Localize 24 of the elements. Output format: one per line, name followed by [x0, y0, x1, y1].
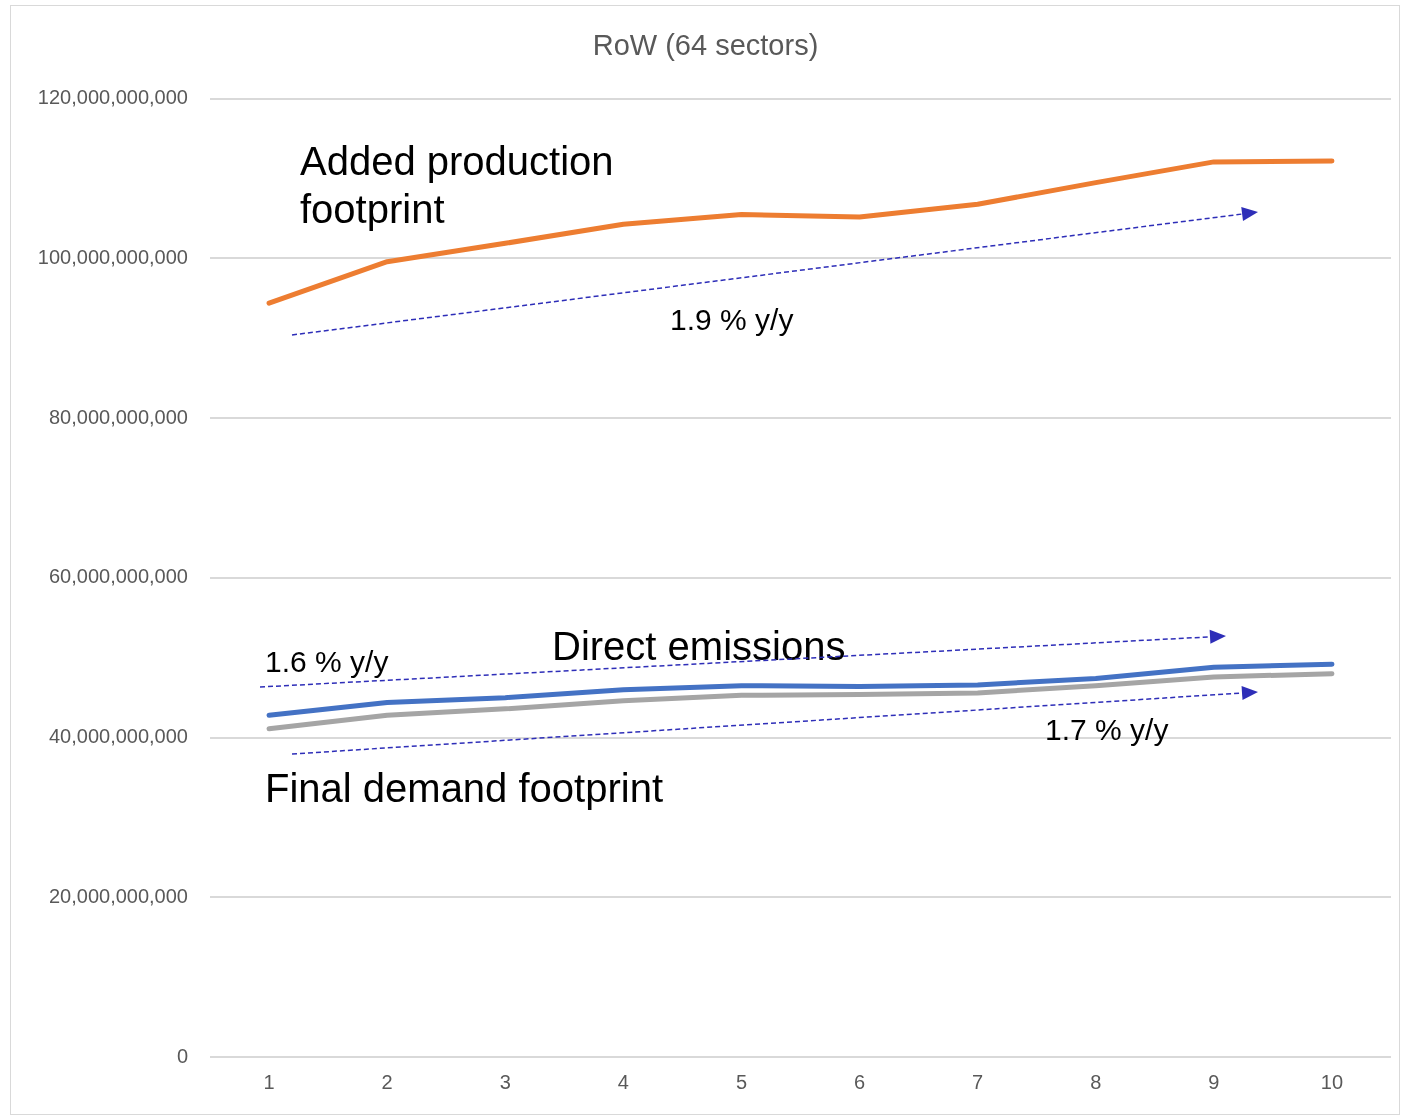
x-tick-label: 7	[972, 1070, 984, 1093]
x-tick-label: 5	[735, 1070, 748, 1093]
x-tick-label: 3	[499, 1070, 511, 1093]
x-tick-label: 1	[263, 1070, 275, 1093]
series-label: Final demand footprint	[265, 766, 664, 810]
x-tick-label: 2	[381, 1070, 393, 1093]
chart-title: RoW (64 sectors)	[592, 29, 819, 62]
x-tick-label: 10	[1320, 1070, 1344, 1093]
annotation: 1.6 % y/y	[265, 645, 389, 678]
x-tick-label: 4	[617, 1070, 629, 1093]
y-tick-label: 40,000,000,000	[48, 725, 188, 748]
x-tick-label: 6	[853, 1070, 866, 1093]
annotation: 1.9 % y/y	[670, 303, 794, 336]
x-tick-label: 8	[1090, 1070, 1102, 1093]
series-label: Added production footprint	[300, 139, 614, 231]
y-tick-label: 20,000,000,000	[48, 884, 188, 907]
y-tick-label: 100,000,000,000	[37, 246, 188, 269]
series-label: Direct emissions	[552, 624, 846, 668]
y-tick-label: 0	[176, 1044, 188, 1067]
annotation: 1.7 % y/y	[1045, 713, 1169, 746]
y-tick-label: 60,000,000,000	[48, 565, 188, 588]
y-tick-label: 80,000,000,000	[48, 405, 188, 428]
y-tick-label: 120,000,000,000	[37, 86, 188, 109]
x-tick-label: 9	[1208, 1070, 1220, 1093]
